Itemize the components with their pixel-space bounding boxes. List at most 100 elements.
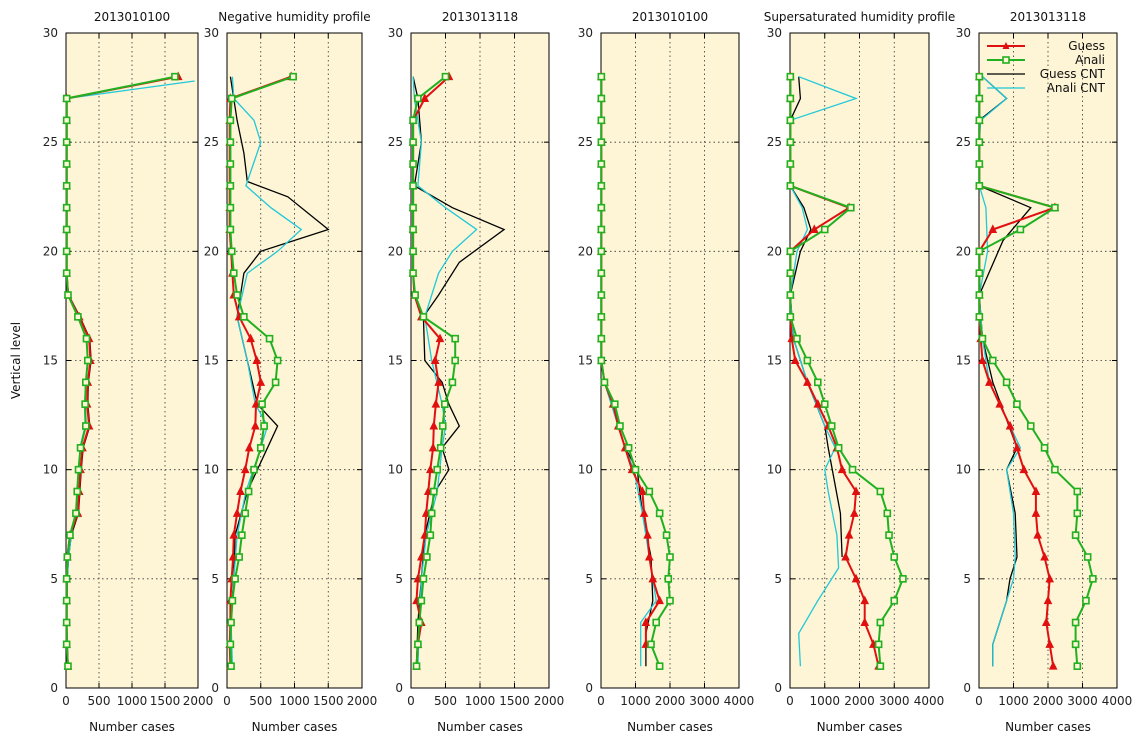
x-tick-label: 0	[975, 694, 983, 708]
square-marker	[597, 269, 606, 277]
y-tick-label: 30	[578, 26, 593, 40]
square-marker	[645, 487, 654, 496]
square-marker	[597, 225, 606, 234]
square-marker	[1051, 203, 1059, 212]
triangle-marker	[810, 224, 819, 233]
x-tick-label: 4000	[914, 694, 945, 708]
square-marker	[793, 334, 801, 343]
square-marker	[226, 138, 235, 146]
legend-square-marker	[1002, 56, 1010, 64]
square-marker	[899, 575, 907, 583]
square-marker	[451, 334, 459, 343]
y-tick-label: 15	[767, 354, 782, 368]
y-tick-label: 30	[204, 26, 219, 40]
y-tick-label: 5	[50, 572, 58, 586]
square-marker	[820, 225, 829, 234]
x-tick-label: 0	[786, 694, 794, 708]
square-marker	[409, 203, 417, 212]
square-marker	[273, 356, 282, 365]
y-tick-label: 30	[956, 26, 971, 40]
x-tick-label: 1500	[499, 694, 530, 708]
square-marker	[409, 160, 417, 168]
x-tick-label: 0	[597, 694, 605, 708]
square-marker	[597, 182, 606, 190]
triangle-marker	[851, 486, 861, 495]
square-marker	[786, 116, 795, 125]
triangle-marker	[985, 377, 994, 386]
square-marker	[975, 313, 984, 321]
square-marker	[975, 72, 984, 81]
x-tick-label: 3000	[1067, 694, 1098, 708]
x-tick-label: 4000	[724, 694, 755, 708]
square-marker	[411, 291, 419, 299]
square-marker	[73, 487, 82, 496]
square-marker	[847, 203, 855, 212]
y-tick-label: 30	[767, 26, 782, 40]
square-marker	[975, 94, 984, 103]
square-marker	[419, 575, 428, 583]
series-line	[600, 76, 672, 667]
square-marker	[289, 72, 297, 81]
triangle-marker	[426, 464, 435, 474]
y-tick-label: 5	[963, 572, 971, 586]
square-marker	[827, 422, 836, 430]
square-marker	[62, 182, 71, 190]
y-tick-label: 0	[585, 681, 593, 695]
y-tick-label: 25	[388, 135, 403, 149]
square-marker	[813, 378, 822, 387]
y-tick-label: 10	[578, 463, 593, 477]
triangle-marker	[240, 464, 250, 474]
y-tick-label: 25	[767, 135, 782, 149]
square-marker	[62, 94, 71, 103]
square-marker	[890, 596, 899, 605]
square-marker	[426, 531, 435, 539]
y-tick-label: 0	[395, 681, 403, 695]
triangle-marker	[841, 551, 850, 561]
square-marker	[1071, 618, 1080, 627]
square-marker	[834, 444, 843, 452]
square-marker	[655, 662, 664, 670]
square-marker	[664, 575, 673, 583]
triangle-marker	[978, 355, 987, 364]
square-marker	[1073, 509, 1082, 518]
triangle-marker	[803, 377, 812, 386]
square-marker	[610, 400, 619, 408]
square-marker	[597, 138, 606, 146]
x-tick-label: 3000	[879, 694, 910, 708]
square-marker	[786, 182, 795, 190]
square-marker	[975, 291, 984, 299]
triangle-marker	[860, 595, 870, 605]
square-marker	[231, 575, 239, 583]
series-line	[65, 75, 176, 667]
square-marker	[250, 465, 258, 474]
square-marker	[227, 662, 235, 670]
panel-5: 0 1000 2000 3000 4000 0 5 10 15 20 25 30 Supersatura…	[764, 10, 956, 734]
square-marker	[1073, 662, 1082, 670]
square-marker	[62, 247, 71, 256]
square-marker	[786, 138, 795, 146]
triangle-marker	[851, 573, 861, 583]
square-marker	[624, 444, 633, 452]
triangle-marker	[1043, 595, 1053, 605]
square-marker	[76, 444, 85, 452]
triangle-marker	[256, 377, 266, 386]
x-tick-label: 2000	[1033, 694, 1064, 708]
square-marker	[258, 400, 266, 408]
square-marker	[228, 596, 237, 605]
legend-label: Guess	[1068, 39, 1105, 53]
x-axis-label: Number cases	[437, 720, 523, 734]
triangle-marker	[251, 420, 260, 430]
square-marker	[429, 487, 438, 496]
triangle-marker	[1031, 486, 1041, 495]
x-tick-label: 500	[88, 694, 111, 708]
legend-label: Anali	[1075, 53, 1105, 67]
triangle-marker	[251, 399, 261, 408]
square-marker	[62, 269, 71, 277]
panel-title: 2013010100	[94, 10, 170, 24]
square-marker	[597, 334, 606, 343]
square-marker	[226, 182, 235, 190]
y-tick-label: 30	[43, 26, 58, 40]
x-tick-label: 1000	[117, 694, 148, 708]
